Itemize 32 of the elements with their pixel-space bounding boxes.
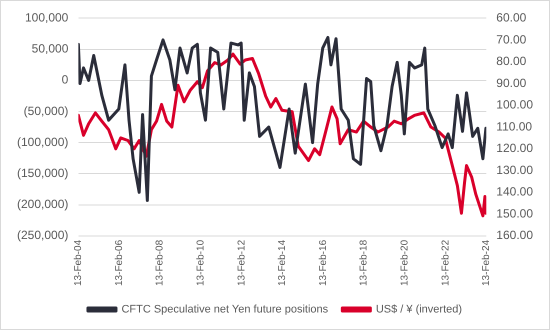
y2-tick-label: 140.00 [496, 184, 534, 199]
y-tick-label: 0 [62, 72, 69, 87]
x-tick-label: 13-Feb-22 [440, 239, 452, 286]
y-tick-label: 100,000 [24, 10, 69, 25]
y-tick-label: (150,000) [16, 166, 68, 180]
y-tick-label: (100,000) [16, 134, 68, 149]
y2-tick-label: 100.00 [496, 98, 534, 112]
y2-tick-label: 80.00 [496, 54, 527, 68]
y2-tick-label: 110.00 [496, 119, 532, 134]
y2-tick-label: 150.00 [496, 206, 534, 220]
y-tick-label: (250,000) [16, 228, 68, 242]
y2-tick-label: 120.00 [496, 141, 534, 156]
y2-tick-label: 160.00 [496, 228, 534, 242]
legend-label: US$ / ¥ (inverted) [376, 304, 462, 316]
x-tick-label: 13-Feb-12 [236, 239, 248, 286]
legend-label: CFTC Speculative net Yen future positions [121, 304, 329, 316]
x-tick-label: 13-Feb-08 [154, 239, 166, 286]
y2-tick-label: 70.00 [496, 32, 527, 46]
y2-tick-label: 60.00 [496, 10, 527, 25]
y-tick-label: (200,000) [16, 197, 68, 212]
y-tick-label: 50,000 [32, 42, 69, 56]
y2-tick-label: 130.00 [496, 162, 534, 177]
x-tick-label: 13-Feb-18 [358, 239, 370, 286]
x-tick-label: 13-Feb-06 [114, 239, 125, 286]
x-tick-label: 13-Feb-04 [73, 239, 84, 286]
x-tick-label: 13-Feb-10 [196, 239, 207, 286]
y2-tick-label: 90.00 [496, 76, 527, 90]
x-tick-label: 13-Feb-24 [481, 239, 492, 286]
x-tick-label: 13-Feb-14 [277, 239, 288, 286]
x-tick-label: 13-Feb-20 [399, 239, 410, 286]
y-tick-label: (50,000) [24, 104, 68, 118]
x-tick-label: 13-Feb-16 [318, 239, 329, 286]
